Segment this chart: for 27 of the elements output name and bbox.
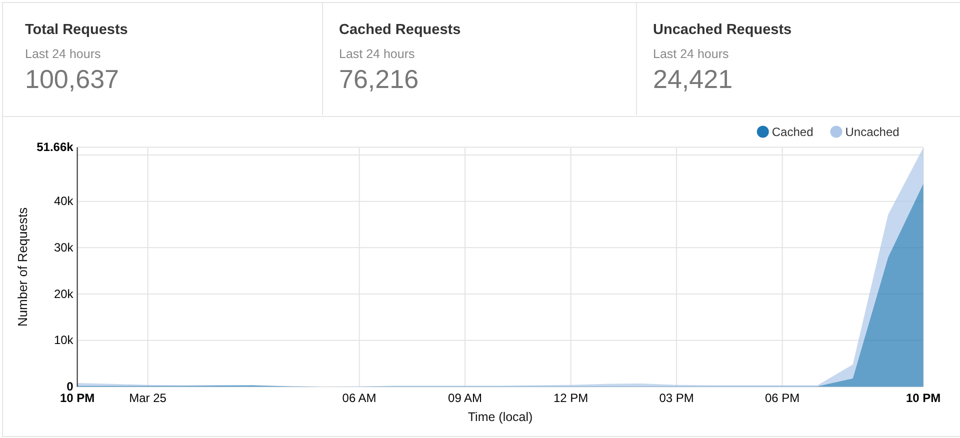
- x-tick-label: 03 PM: [659, 391, 694, 406]
- legend-label: Uncached: [845, 124, 900, 139]
- text: Last 24 hours: [25, 47, 101, 61]
- text: Uncached Requests: [653, 22, 792, 38]
- x-tick-label: 06 PM: [764, 391, 800, 406]
- text: Total Requests: [25, 22, 128, 38]
- text: Last 24 hours: [339, 47, 415, 61]
- x-tick-label: 10 PM: [906, 391, 941, 406]
- x-tick-label: 10 PM: [60, 391, 95, 406]
- text: Cached Requests: [339, 22, 461, 38]
- text: Last 24 hours: [653, 47, 729, 61]
- y-tick-label: 30k: [54, 240, 74, 255]
- y-tick-label: 10k: [54, 333, 74, 348]
- x-axis-title: Time (local): [468, 410, 533, 424]
- x-tick-label: 09 AM: [448, 391, 482, 406]
- y-tick-label: 0: [66, 380, 74, 394]
- x-tick-label: 06 AM: [342, 391, 376, 406]
- x-tick-label: Mar 25: [129, 391, 167, 406]
- text: 24,421: [653, 64, 733, 94]
- y-tick-label: 40k: [54, 194, 74, 208]
- y-axis-title: Number of Requests: [15, 206, 30, 327]
- legend-label: Cached: [772, 124, 814, 139]
- text: 100,637: [25, 64, 119, 94]
- y-tick-label: 51.66k: [36, 140, 74, 154]
- x-tick-label: 12 PM: [553, 391, 588, 406]
- y-tick-label: 20k: [54, 286, 74, 301]
- text: 76,216: [339, 64, 419, 94]
